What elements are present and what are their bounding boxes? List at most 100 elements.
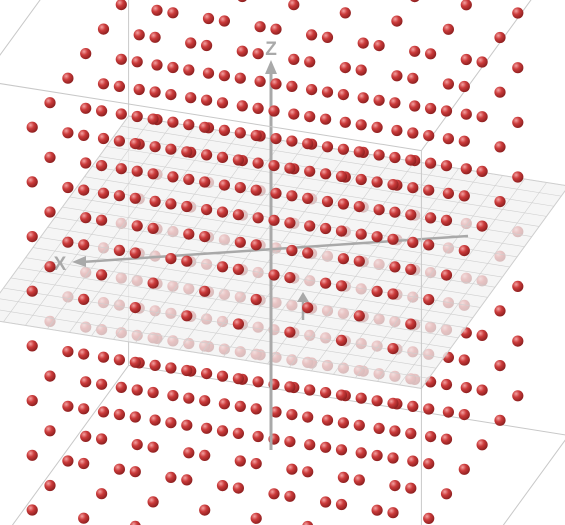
atom <box>407 72 419 84</box>
z-axis-arrowhead <box>265 60 277 74</box>
plane-grid-line <box>47 227 488 298</box>
atom <box>321 86 334 98</box>
atom <box>149 359 161 371</box>
atom <box>250 184 262 196</box>
atom <box>129 520 141 525</box>
atom <box>460 163 472 175</box>
atom <box>216 151 229 163</box>
atom <box>423 184 435 196</box>
atom <box>250 458 262 470</box>
atom <box>113 135 125 147</box>
atom <box>460 382 472 394</box>
plane-grid-line <box>10 277 451 349</box>
atom <box>181 146 193 158</box>
atom <box>97 406 110 418</box>
atom <box>181 364 193 377</box>
atom <box>183 392 195 404</box>
atom <box>286 244 298 257</box>
atom <box>389 97 401 109</box>
atom <box>494 31 506 44</box>
atom <box>80 157 92 169</box>
cutting-plane <box>0 115 565 389</box>
atom <box>440 160 453 172</box>
atom <box>131 56 143 68</box>
atom <box>129 411 141 423</box>
atom <box>512 335 524 347</box>
atom <box>284 272 296 284</box>
atom <box>353 310 365 322</box>
atom <box>391 70 403 82</box>
atom <box>425 212 437 224</box>
atom <box>113 190 125 202</box>
atom <box>335 170 348 182</box>
atom <box>165 143 177 155</box>
atom <box>201 368 213 380</box>
atom <box>202 67 215 79</box>
atom <box>268 160 280 172</box>
plane-grid-line <box>311 168 459 372</box>
atom <box>181 200 193 213</box>
atom <box>115 0 127 11</box>
atom <box>373 422 385 434</box>
atom <box>183 119 195 131</box>
atom <box>339 116 351 128</box>
atom <box>355 447 367 459</box>
atom <box>131 165 143 177</box>
atom <box>335 389 348 401</box>
atom <box>149 86 161 98</box>
atom <box>80 48 92 60</box>
atom <box>407 127 419 139</box>
atom <box>440 105 453 117</box>
atom <box>115 108 127 120</box>
atom <box>78 184 90 196</box>
atom <box>62 127 74 139</box>
atom <box>357 37 369 49</box>
atom <box>44 97 56 109</box>
atom <box>250 129 262 142</box>
plane-grid-line <box>0 309 429 379</box>
atom <box>512 171 524 183</box>
atom <box>337 143 349 155</box>
atom <box>284 326 296 338</box>
atom <box>405 154 417 166</box>
atom <box>409 45 421 57</box>
atom <box>232 154 244 166</box>
atom <box>270 133 282 145</box>
atom <box>252 212 264 224</box>
atom <box>80 376 92 388</box>
atom <box>512 390 524 402</box>
atom <box>442 187 454 199</box>
atom <box>113 354 125 366</box>
atom <box>78 239 90 251</box>
y-axis-arrowhead <box>297 292 309 302</box>
atom <box>387 233 399 245</box>
atom <box>199 504 211 516</box>
atom <box>151 4 163 16</box>
atom <box>476 56 488 68</box>
bounding-box-front-edges <box>0 83 422 525</box>
atom <box>165 253 177 265</box>
atom-layers-above-plane <box>26 0 524 355</box>
atom <box>149 31 161 43</box>
plane-grid-line <box>377 178 525 382</box>
atom <box>389 206 401 218</box>
atom <box>304 56 316 68</box>
atom <box>167 7 179 19</box>
atom <box>302 247 314 259</box>
atom <box>284 381 296 393</box>
atom <box>337 417 349 429</box>
atom <box>284 217 296 229</box>
atom <box>371 176 383 188</box>
atom <box>254 21 266 33</box>
atom <box>44 425 56 437</box>
atom <box>62 455 74 467</box>
atom <box>353 146 365 158</box>
atom <box>407 400 419 412</box>
atom <box>151 59 163 71</box>
atom <box>460 53 472 66</box>
atom <box>284 490 296 502</box>
atom <box>232 263 244 275</box>
atom <box>512 62 524 74</box>
atom <box>286 409 298 421</box>
